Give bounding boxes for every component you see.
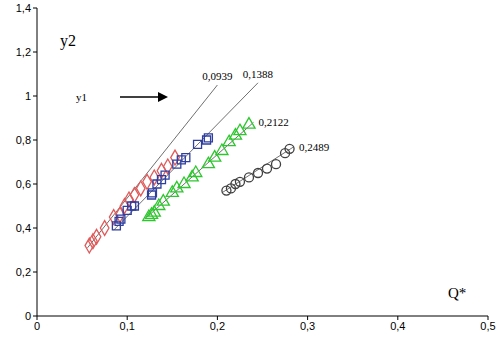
svg-text:0,2: 0,2: [210, 320, 225, 332]
svg-text:0,1388: 0,1388: [243, 68, 274, 80]
svg-text:0: 0: [25, 310, 31, 322]
svg-text:1,4: 1,4: [16, 2, 31, 14]
svg-text:y1: y1: [76, 91, 87, 103]
svg-text:Q*: Q*: [448, 285, 466, 301]
svg-text:0,4: 0,4: [16, 222, 31, 234]
svg-text:0: 0: [34, 320, 40, 332]
svg-text:0,8: 0,8: [16, 134, 31, 146]
svg-text:y2: y2: [60, 32, 76, 50]
svg-text:0,2: 0,2: [16, 266, 31, 278]
svg-text:1: 1: [25, 90, 31, 102]
svg-text:0,3: 0,3: [300, 320, 315, 332]
svg-text:0,5: 0,5: [480, 320, 493, 332]
svg-text:0,6: 0,6: [16, 178, 31, 190]
svg-text:0,1: 0,1: [120, 320, 135, 332]
svg-text:0,2489: 0,2489: [299, 141, 330, 153]
svg-text:0,0939: 0,0939: [202, 70, 233, 82]
svg-text:0,2122: 0,2122: [258, 116, 288, 128]
svg-text:0,4: 0,4: [390, 320, 405, 332]
svg-text:1,2: 1,2: [16, 46, 31, 58]
